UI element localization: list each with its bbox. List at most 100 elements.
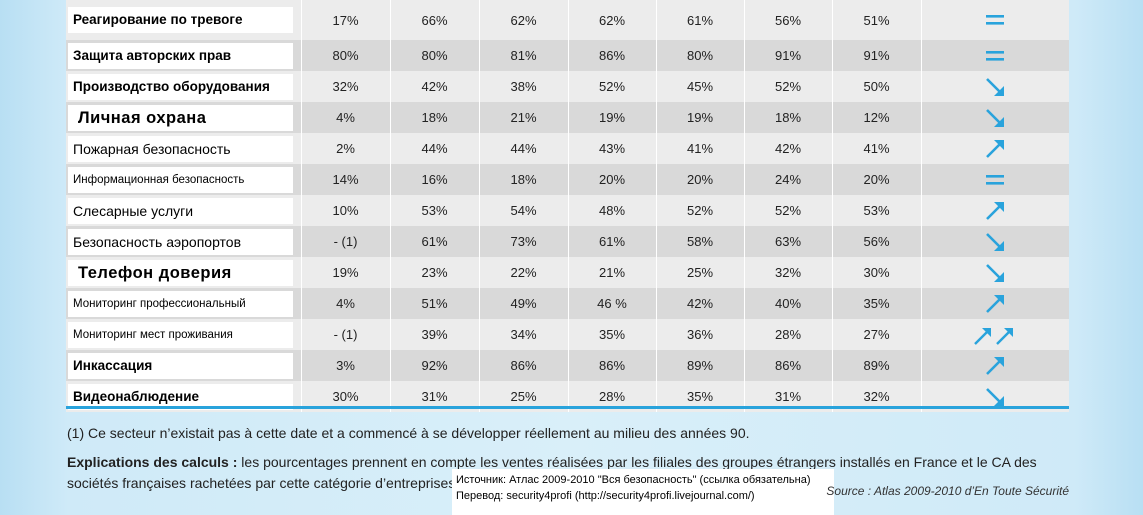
trend-cell [921, 319, 1069, 350]
value-cell: 61% [568, 226, 657, 257]
equal-icon [922, 173, 1070, 187]
trend-cell [921, 257, 1069, 288]
row-label: Производство оборудования [68, 73, 293, 100]
value-cell: 48% [568, 195, 657, 226]
value-cell: 24% [744, 164, 833, 195]
value-cell: 80% [390, 40, 480, 71]
explanation-text: les pourcentages prennent en compte les … [67, 454, 1037, 491]
row-label: Реагирование по тревоге [68, 7, 293, 33]
value-cell: 86% [479, 350, 569, 381]
value-cell: 56% [832, 226, 922, 257]
table-row: Слесарные услуги 10% 53% 54% 48% 52% 52% 53% [66, 195, 1069, 226]
arrow-down-right-icon [922, 231, 1070, 253]
value-cell: 34% [479, 319, 569, 350]
value-cell: 51% [832, 0, 922, 40]
value-cell: 52% [744, 195, 833, 226]
row-label: Телефон доверия [68, 259, 293, 286]
row-label-cell: Производство оборудования [66, 71, 302, 102]
value-cell: 62% [479, 0, 569, 40]
row-label: Информационная безопасность [68, 166, 293, 193]
value-cell: 86% [568, 40, 657, 71]
arrow-down-right-icon [922, 386, 1070, 408]
value-cell: 18% [390, 102, 480, 133]
value-cell: 4% [301, 102, 391, 133]
equal-icon [922, 13, 1070, 27]
value-cell: 52% [568, 71, 657, 102]
value-cell: 86% [744, 350, 833, 381]
data-table: Реагирование по тревоге 17% 66% 62% 62% 61% 56… [66, 0, 1069, 412]
row-label-cell: Защита авторских прав [66, 40, 302, 71]
value-cell: 20% [568, 164, 657, 195]
arrow-up-right-icon [922, 355, 1070, 377]
translation-source-line: Источник: Атлас 2009-2010 "Вся безопасно… [456, 474, 811, 486]
table-row: Личная охрана 4% 18% 21% 19% 19% 18% 12% [66, 102, 1069, 133]
value-cell: 51% [390, 288, 480, 319]
value-cell: 20% [832, 164, 922, 195]
value-cell: 40% [744, 288, 833, 319]
value-cell: 21% [479, 102, 569, 133]
row-label: Личная охрана [68, 104, 293, 131]
table-row: Защита авторских прав 80% 80% 81% 86% 80% 91% 9… [66, 40, 1069, 71]
value-cell: 18% [479, 164, 569, 195]
value-cell: 54% [479, 195, 569, 226]
table-row: Пожарная безопасность 2% 44% 44% 43% 41% 42% 41… [66, 133, 1069, 164]
row-label-cell: Пожарная безопасность [66, 133, 302, 164]
value-cell: 91% [744, 40, 833, 71]
value-cell: 52% [656, 195, 745, 226]
value-cell: 92% [390, 350, 480, 381]
trend-cell [921, 350, 1069, 381]
value-cell: 41% [656, 133, 745, 164]
row-label-cell: Мониторинг мест проживания [66, 319, 302, 350]
table-row: Инкассация 3% 92% 86% 86% 89% 86% 89% [66, 350, 1069, 381]
arrow-down-right-icon [922, 107, 1070, 129]
value-cell: 66% [390, 0, 480, 40]
trend-cell [921, 0, 1069, 40]
translation-author-line: Перевод: security4profi (http://security… [456, 490, 755, 502]
value-cell: 89% [656, 350, 745, 381]
table-row: Мониторинг профессиональный 4% 51% 49% 46 % 4… [66, 288, 1069, 319]
value-cell: 63% [744, 226, 833, 257]
value-cell: 41% [832, 133, 922, 164]
value-cell: - (1) [301, 226, 391, 257]
row-label-cell: Мониторинг профессиональный [66, 288, 302, 319]
table-bottom-rule [66, 406, 1069, 409]
trend-cell [921, 226, 1069, 257]
trend-cell [921, 164, 1069, 195]
value-cell: 16% [390, 164, 480, 195]
value-cell: 23% [390, 257, 480, 288]
row-label: Мониторинг профессиональный [68, 290, 293, 317]
equal-icon [922, 49, 1070, 63]
value-cell: 42% [656, 288, 745, 319]
value-cell: 22% [479, 257, 569, 288]
translation-note: Источник: Атлас 2009-2010 "Вся безопасно… [452, 469, 834, 515]
value-cell: 14% [301, 164, 391, 195]
source-credit: Source : Atlas 2009-2010 d’En Toute Sécu… [826, 484, 1069, 498]
value-cell: 44% [479, 133, 569, 164]
value-cell: 86% [568, 350, 657, 381]
trend-cell [921, 288, 1069, 319]
explanation: Explications des calculs : les pourcenta… [67, 452, 1069, 494]
value-cell: 62% [568, 0, 657, 40]
explanation-title: Explications des calculs : [67, 454, 238, 470]
trend-cell [921, 195, 1069, 226]
row-label-cell: Информационная безопасность [66, 164, 302, 195]
value-cell: 56% [744, 0, 833, 40]
value-cell: 19% [301, 257, 391, 288]
table-row: Информационная безопасность 14% 16% 18% 20% 2… [66, 164, 1069, 195]
trend-cell [921, 40, 1069, 71]
value-cell: 17% [301, 0, 391, 40]
table-row: Реагирование по тревоге 17% 66% 62% 62% 61% 56… [66, 0, 1069, 40]
value-cell: 53% [832, 195, 922, 226]
row-label: Мониторинг мест проживания [68, 321, 293, 348]
value-cell: 19% [656, 102, 745, 133]
value-cell: 42% [390, 71, 480, 102]
value-cell: 61% [390, 226, 480, 257]
value-cell: 10% [301, 195, 391, 226]
row-label-cell: Инкассация [66, 350, 302, 381]
table-row: Безопасность аэропортов - (1) 61% 73% 61% 58%… [66, 226, 1069, 257]
row-label-cell: Безопасность аэропортов [66, 226, 302, 257]
value-cell: 50% [832, 71, 922, 102]
value-cell: 36% [656, 319, 745, 350]
trend-cell [921, 71, 1069, 102]
value-cell: 89% [832, 350, 922, 381]
